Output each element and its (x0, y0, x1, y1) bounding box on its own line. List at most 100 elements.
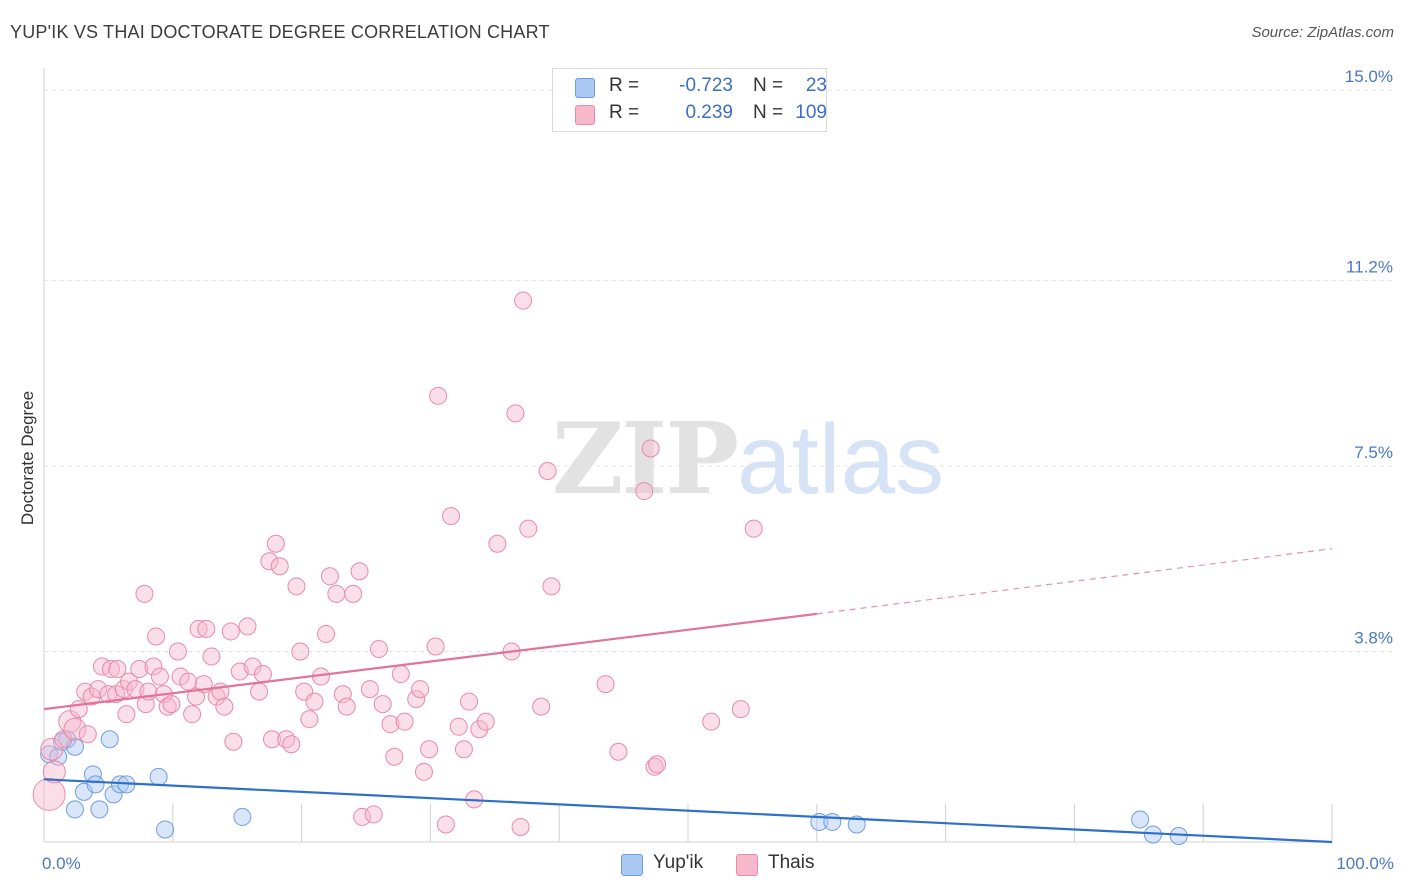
thais-point (197, 619, 216, 638)
thais-point (635, 482, 654, 501)
thais-point (519, 519, 538, 538)
bottom-legend-swatch-thais (736, 854, 758, 876)
yupik-point (86, 775, 105, 794)
thais-point (360, 680, 379, 699)
thais-point (369, 639, 388, 658)
y-tick-label: 15.0% (1345, 67, 1393, 86)
thais-point (320, 567, 339, 586)
thais-point (532, 697, 551, 716)
thais-point (514, 291, 533, 310)
thais-point (364, 805, 383, 824)
thais-point (407, 690, 426, 709)
yupik-point (233, 807, 252, 826)
thais-point (262, 730, 281, 749)
thais-trend-line (43, 612, 817, 711)
legend-n-value: 109 (795, 102, 827, 123)
yupik-point (1169, 826, 1188, 845)
thais-point (144, 657, 163, 676)
thais-point (287, 577, 306, 596)
axis-labels: 3.8% 7.5% 11.2% 15.0% 0.0% 100.0% Doctorate De… (18, 67, 1394, 873)
thais-point (317, 624, 336, 643)
thais-point (42, 760, 66, 784)
thais-point (147, 627, 166, 646)
chart-title: YUP'IK VS THAI DOCTORATE DEGREE CORRELAT… (10, 22, 550, 42)
grid-lines (44, 89, 1394, 652)
thais-point (476, 712, 495, 731)
thais-point (89, 680, 108, 699)
thais-point (120, 672, 139, 691)
legend-r-label: R = (609, 102, 640, 123)
thais-point (327, 584, 346, 603)
thais-point (426, 637, 445, 656)
thais-point (385, 747, 404, 766)
thais-point (300, 710, 319, 729)
thais-point (150, 667, 169, 686)
yupik-point (104, 785, 123, 804)
x-tick-label-max: 100.0% (1336, 854, 1394, 873)
correlation-legend: R = -0.723 N = 23 R = 0.239 N = 109 (552, 68, 827, 132)
watermark: ZIPatlas (552, 402, 944, 517)
thais-point (282, 735, 301, 754)
yupik-point (823, 812, 842, 831)
source-label: Source: ZipAtlas.com (1251, 24, 1394, 41)
thais-point (253, 665, 272, 684)
thais-point (162, 695, 181, 714)
thais-point (645, 757, 664, 776)
thais-point (350, 562, 369, 581)
thais-point (381, 715, 400, 734)
yupik-point (149, 767, 168, 786)
yupik-point (1131, 810, 1150, 829)
yupik-point (847, 815, 866, 834)
thais-point (596, 675, 615, 694)
thais-point (442, 507, 461, 526)
watermark-zip: ZIP (552, 402, 739, 517)
thais-point (117, 705, 136, 724)
yupik-trend-line (43, 778, 1333, 844)
thais-point (101, 660, 120, 679)
thais-point (506, 404, 525, 423)
legend-n-label: N = (753, 75, 784, 96)
legend-n-label: N = (753, 102, 784, 123)
thais-point (542, 577, 561, 596)
legend-n-value: 23 (805, 75, 827, 96)
y-tick-label: 7.5% (1354, 443, 1393, 462)
thais-point (277, 730, 296, 749)
thais-point (373, 695, 392, 714)
yupik-point (65, 800, 84, 819)
thais-point (420, 740, 439, 759)
thais-point (609, 742, 628, 761)
axes (43, 68, 1333, 843)
thais-point (260, 552, 279, 571)
y-axis-title: Doctorate Degree (18, 391, 37, 525)
thais-point (215, 697, 234, 716)
thais-point (744, 519, 763, 538)
thais-point (641, 439, 660, 458)
y-tick-label: 3.8% (1354, 628, 1393, 647)
thais-point (78, 725, 97, 744)
thais-trend-extension (816, 548, 1333, 615)
thais-point (353, 807, 372, 826)
thais-point (411, 680, 430, 699)
thais-point (179, 672, 198, 691)
thais-point (238, 617, 257, 636)
x-tick-label-min: 0.0% (42, 854, 81, 873)
thais-point (291, 642, 310, 661)
legend-r-value: -0.723 (679, 75, 733, 96)
thais-point (470, 720, 489, 739)
thais-point (488, 534, 507, 553)
thais-point (511, 817, 530, 836)
thais-point (250, 682, 269, 701)
thais-point (305, 692, 324, 711)
thais-point (538, 462, 557, 481)
yupik-point (156, 820, 175, 839)
thais-point (221, 622, 240, 641)
legend-r-label: R = (609, 75, 640, 96)
thais-point (183, 705, 202, 724)
thais-point (189, 619, 208, 638)
thais-point (337, 697, 356, 716)
thais-point (731, 700, 750, 719)
thais-point (429, 386, 448, 405)
thais-point (32, 777, 66, 811)
yupik-point (100, 730, 119, 749)
